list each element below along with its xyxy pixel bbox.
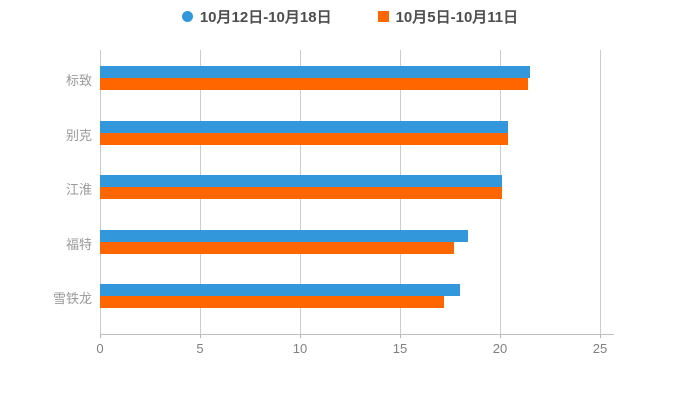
circle-marker-icon (181, 11, 193, 22)
bar-10月12日-10月18日-雪铁龙 (100, 284, 460, 296)
x-tick-label-15: 15 (392, 341, 408, 356)
bar-10月12日-10月18日-标致 (100, 66, 530, 78)
chart-legend: 10月12日-10月18日 10月5日-10月11日 (0, 6, 700, 27)
legend-label: 10月5日-10月11日 (395, 9, 519, 26)
bar-10月12日-10月18日-福特 (100, 229, 468, 242)
legend-item-week-oct12-18[interactable]: 10月12日-10月18日 (181, 6, 332, 27)
category-label-4: 福特 (65, 236, 92, 252)
gridline-x-25 (600, 50, 601, 334)
x-tick-label-0: 0 (96, 341, 104, 356)
bar-10月5日-10月11日-标致 (100, 78, 528, 90)
square-marker-icon (377, 11, 389, 22)
x-tick-label-5: 5 (196, 341, 204, 356)
bar-10月5日-10月11日-雪铁龙 (100, 296, 444, 308)
bar-10月12日-10月18日-别克 (100, 120, 508, 133)
bar-10月5日-10月11日-福特 (100, 241, 454, 254)
legend-item-week-oct5-11[interactable]: 10月5日-10月11日 (377, 6, 519, 27)
category-label-1: 标致 (65, 73, 92, 88)
legend-label: 10月12日-10月18日 (199, 9, 332, 26)
bar-10月5日-10月11日-别克 (100, 132, 508, 145)
axis-tick-20 (500, 334, 501, 338)
bar-10月12日-10月18日-江淮 (100, 175, 502, 187)
x-axis-line (100, 334, 614, 335)
x-tick-label-20: 20 (492, 341, 508, 356)
axis-tick-5 (200, 334, 201, 338)
axis-tick-15 (400, 334, 401, 338)
category-label-5: 雪铁龙 (52, 291, 92, 306)
category-label-2: 别克 (65, 127, 92, 143)
category-label-3: 江淮 (65, 182, 92, 197)
bar-10月5日-10月11日-江淮 (100, 187, 502, 199)
axis-tick-10 (300, 334, 301, 338)
axis-tick-0 (100, 334, 101, 338)
x-tick-label-25: 25 (592, 341, 608, 356)
axis-tick-25 (600, 334, 601, 338)
x-tick-label-10: 10 (292, 341, 308, 356)
